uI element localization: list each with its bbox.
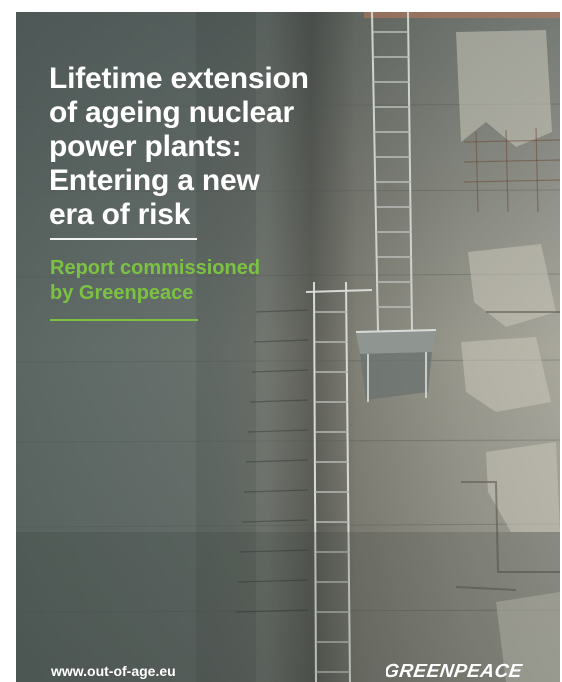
report-cover: Lifetime extension of ageing nuclear pow… xyxy=(16,12,560,682)
title-line: Lifetime extension xyxy=(49,62,309,95)
subtitle-line: Report commissioned xyxy=(50,257,261,279)
subtitle-divider xyxy=(50,319,198,321)
title-line: era of risk xyxy=(49,198,191,231)
report-subtitle: Report commissioned by Greenpeace xyxy=(50,256,350,306)
cover-photo-concrete-cooling-tower xyxy=(16,12,560,682)
title-line: of ageing nuclear xyxy=(49,96,294,129)
title-divider xyxy=(50,238,197,240)
greenpeace-logo: GREENPEACE xyxy=(386,661,524,682)
title-line: power plants: xyxy=(49,130,242,163)
greenpeace-logo-text: GREENPEACE xyxy=(386,661,524,682)
website-url[interactable]: www.out-of-age.eu xyxy=(51,663,176,679)
report-title: Lifetime extension of ageing nuclear pow… xyxy=(49,62,389,232)
title-line: Entering a new xyxy=(49,164,260,197)
subtitle-line: by Greenpeace xyxy=(50,282,194,304)
